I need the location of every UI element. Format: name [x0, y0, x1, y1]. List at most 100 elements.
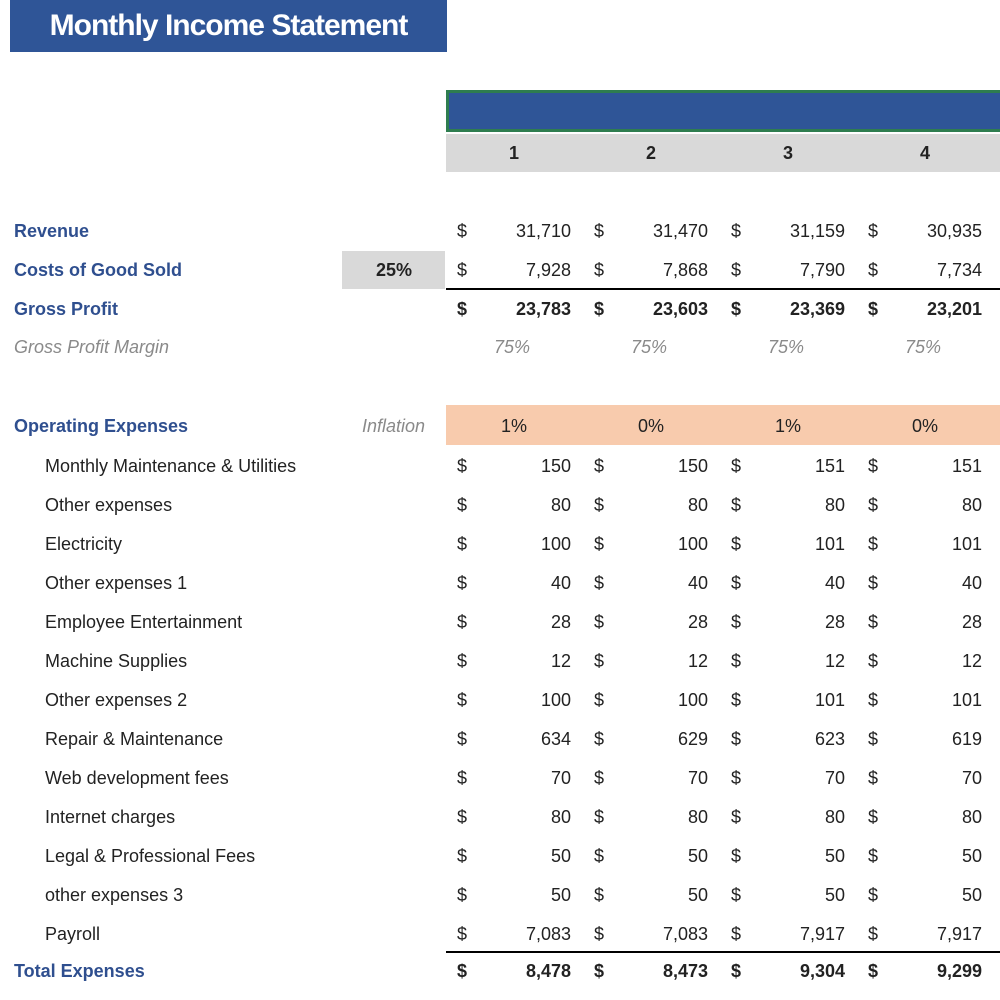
- margin-value: 75%: [768, 337, 805, 357]
- expense-label: Machine Supplies: [45, 651, 188, 671]
- margin-value: 75%: [905, 337, 942, 357]
- cell-value: 31,159: [789, 221, 845, 241]
- expense-label: Other expenses 2: [45, 690, 188, 710]
- cell-value: 7,083: [662, 924, 708, 944]
- cell-value: 150: [677, 456, 708, 476]
- cell-value: 100: [540, 534, 571, 554]
- currency-symbol: $: [594, 495, 605, 515]
- cell-value: 12: [550, 651, 571, 671]
- currency-symbol: $: [457, 221, 468, 241]
- currency-symbol: $: [457, 846, 468, 866]
- currency-symbol: $: [594, 573, 605, 593]
- currency-symbol: $: [457, 456, 468, 476]
- cell-value: 40: [687, 573, 708, 593]
- cell-value: 31,710: [515, 221, 571, 241]
- cell-value: 629: [677, 729, 708, 749]
- currency-symbol: $: [868, 690, 879, 710]
- title-bar: [10, 0, 447, 52]
- column-number: 1: [508, 143, 519, 163]
- currency-symbol: $: [594, 690, 605, 710]
- margin-value: 75%: [631, 337, 668, 357]
- currency-symbol: $: [868, 768, 879, 788]
- cell-value: 50: [687, 846, 708, 866]
- cell-value: 28: [550, 612, 571, 632]
- cell-value: 50: [687, 885, 708, 905]
- cell-value: 7,790: [799, 260, 845, 280]
- total-line: [446, 951, 1000, 953]
- cell-value: 23,603: [652, 299, 708, 319]
- currency-symbol: $: [868, 573, 879, 593]
- cell-value: 9,304: [799, 961, 845, 981]
- row-label: Revenue: [14, 221, 90, 241]
- currency-symbol: $: [731, 534, 742, 554]
- currency-symbol: $: [457, 885, 468, 905]
- currency-symbol: $: [594, 846, 605, 866]
- inflation-row: [446, 405, 1000, 445]
- expense-label: Repair & Maintenance: [45, 729, 224, 749]
- currency-symbol: $: [868, 534, 879, 554]
- expense-label: Web development fees: [45, 768, 229, 788]
- cell-value: 12: [961, 651, 982, 671]
- currency-symbol: $: [457, 495, 468, 515]
- expense-label: Electricity: [45, 534, 123, 554]
- currency-symbol: $: [594, 299, 605, 319]
- currency-symbol: $: [457, 299, 468, 319]
- currency-symbol: $: [868, 260, 879, 280]
- currency-symbol: $: [457, 612, 468, 632]
- column-header-row: [446, 134, 1000, 172]
- inflation-value: 0%: [638, 416, 665, 436]
- cell-value: 150: [540, 456, 571, 476]
- cell-value: 7,917: [936, 924, 982, 944]
- currency-symbol: $: [457, 924, 468, 944]
- cell-value: 101: [814, 534, 845, 554]
- cell-value: 31,470: [652, 221, 708, 241]
- currency-symbol: $: [594, 260, 605, 280]
- cell-value: 623: [814, 729, 845, 749]
- currency-symbol: $: [594, 534, 605, 554]
- cell-value: 7,734: [936, 260, 982, 280]
- currency-symbol: $: [731, 612, 742, 632]
- row-label: Operating Expenses: [14, 416, 189, 436]
- currency-symbol: $: [594, 612, 605, 632]
- cell-value: 12: [824, 651, 845, 671]
- cell-value: 80: [961, 807, 982, 827]
- inflation-value: 1%: [501, 416, 528, 436]
- cell-value: 28: [824, 612, 845, 632]
- currency-symbol: $: [731, 221, 742, 241]
- currency-symbol: $: [868, 651, 879, 671]
- cell-value: 50: [550, 885, 571, 905]
- expense-label: Payroll: [45, 924, 101, 944]
- cell-value: 30,935: [926, 221, 982, 241]
- cell-value: 80: [550, 495, 571, 515]
- row-label: Gross Profit Margin: [14, 337, 170, 357]
- cell-value: 101: [814, 690, 845, 710]
- cell-value: 80: [550, 807, 571, 827]
- cell-value: 80: [824, 807, 845, 827]
- rate-cell: [342, 251, 445, 289]
- expense-label: Internet charges: [45, 807, 176, 827]
- cell-value: 50: [961, 846, 982, 866]
- cell-value: 70: [824, 768, 845, 788]
- expense-label: Other expenses 1: [45, 573, 188, 593]
- header-bar: [446, 90, 1000, 132]
- cell-value: 7,917: [799, 924, 845, 944]
- currency-symbol: $: [731, 885, 742, 905]
- cell-value: 8,478: [525, 961, 571, 981]
- cell-value: 40: [961, 573, 982, 593]
- currency-symbol: $: [731, 573, 742, 593]
- currency-symbol: $: [457, 729, 468, 749]
- currency-symbol: $: [868, 961, 879, 981]
- cell-value: 50: [824, 885, 845, 905]
- row-label: Total Expenses: [14, 961, 145, 981]
- currency-symbol: $: [868, 729, 879, 749]
- cell-value: 23,783: [515, 299, 571, 319]
- currency-symbol: $: [731, 651, 742, 671]
- cell-value: 80: [961, 495, 982, 515]
- currency-symbol: $: [594, 651, 605, 671]
- cell-value: 7,868: [662, 260, 708, 280]
- currency-symbol: $: [457, 260, 468, 280]
- cell-value: 100: [677, 534, 708, 554]
- column-number: 2: [645, 143, 656, 163]
- inflation-value: 0%: [912, 416, 939, 436]
